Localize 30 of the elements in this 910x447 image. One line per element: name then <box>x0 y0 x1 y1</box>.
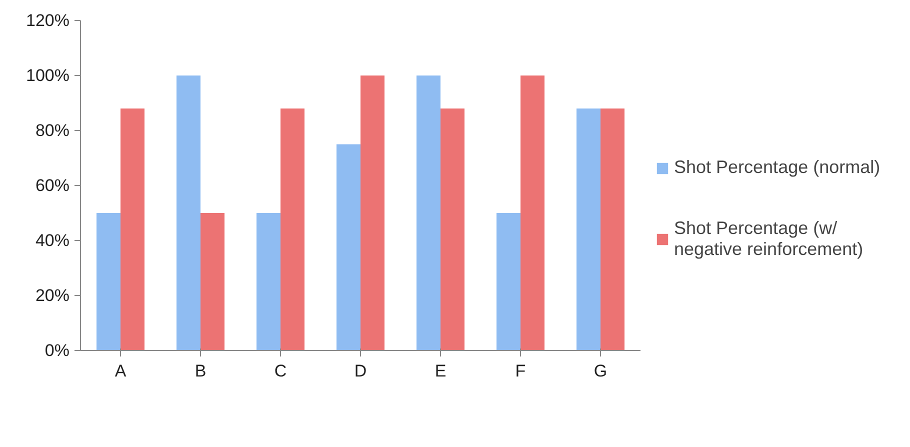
bar <box>440 108 464 350</box>
y-tick-label: 100% <box>26 66 70 85</box>
bar <box>600 108 624 350</box>
y-tick-label: 120% <box>26 11 70 30</box>
x-tick-label: B <box>194 362 206 380</box>
bar <box>416 76 440 350</box>
bar <box>360 76 384 350</box>
bar <box>576 108 600 350</box>
x-tick-label: E <box>434 362 446 380</box>
y-tick-label: 60% <box>35 176 70 195</box>
y-tick-label: 20% <box>35 286 70 305</box>
x-tick-label: A <box>114 362 127 380</box>
x-tick-label: D <box>354 362 367 380</box>
bar <box>120 108 144 350</box>
bar <box>200 213 224 350</box>
bar <box>520 76 544 350</box>
legend-label: Shot Percentage (w/ negative reinforcement) <box>674 218 864 260</box>
bar <box>496 213 520 350</box>
bar <box>336 144 360 350</box>
bar <box>280 108 304 350</box>
legend-label: Shot Percentage (normal) <box>674 157 880 178</box>
bar <box>96 213 120 350</box>
y-tick-label: 40% <box>35 231 70 250</box>
x-tick-label: G <box>594 362 608 380</box>
y-tick-label: 0% <box>44 341 70 360</box>
bar <box>176 76 200 350</box>
x-tick-label: F <box>515 362 526 380</box>
y-tick-label: 80% <box>35 121 70 140</box>
x-tick-label: C <box>274 362 287 380</box>
bar <box>256 213 280 350</box>
